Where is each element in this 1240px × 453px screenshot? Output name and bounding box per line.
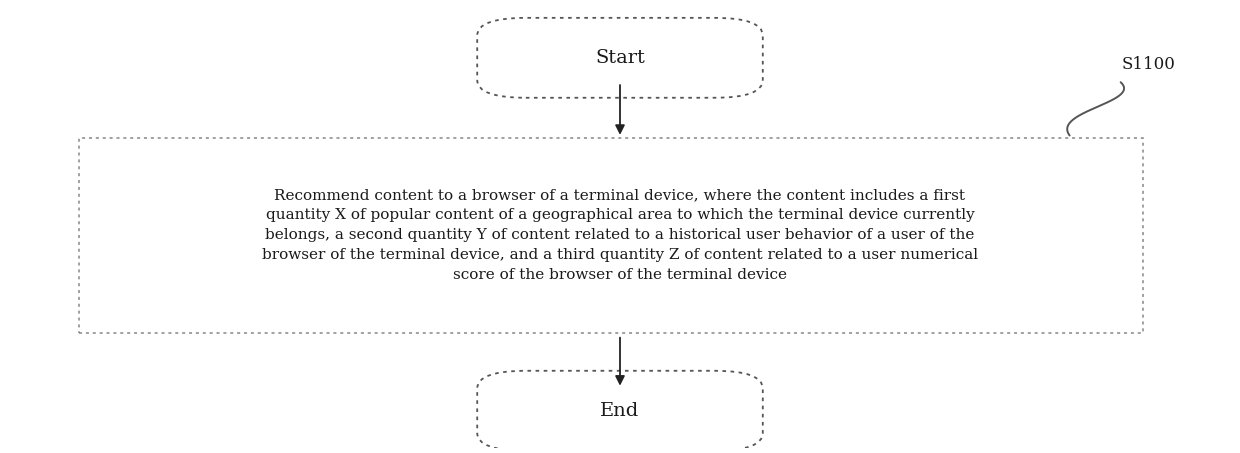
Text: End: End [600, 402, 640, 420]
FancyBboxPatch shape [477, 371, 763, 451]
Text: Recommend content to a browser of a terminal device, where the content includes : Recommend content to a browser of a term… [262, 188, 978, 283]
Text: S1100: S1100 [1122, 56, 1176, 73]
FancyBboxPatch shape [477, 18, 763, 98]
Text: Start: Start [595, 49, 645, 67]
FancyBboxPatch shape [79, 138, 1142, 333]
